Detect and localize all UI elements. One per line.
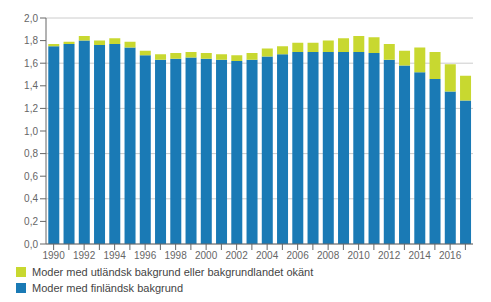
svg-text:2016: 2016 xyxy=(439,250,462,261)
svg-text:0,0: 0,0 xyxy=(24,239,38,250)
svg-text:1,4: 1,4 xyxy=(24,80,38,91)
svg-text:0,2: 0,2 xyxy=(24,216,38,227)
svg-text:2006: 2006 xyxy=(287,250,310,261)
svg-text:2004: 2004 xyxy=(256,250,279,261)
html-text:Moder med finländsk bakgrund: Moder med finländsk bakgrund xyxy=(32,282,183,294)
svg-text:1,2: 1,2 xyxy=(24,103,38,114)
svg-text:2,0: 2,0 xyxy=(24,13,38,24)
svg-text:0,8: 0,8 xyxy=(24,148,38,159)
svg-text:2000: 2000 xyxy=(195,250,218,261)
html-text:Moder med utländsk bakgrund el: Moder med utländsk bakgrund eller bakgru… xyxy=(32,266,314,278)
svg-text:1,0: 1,0 xyxy=(24,126,38,137)
svg-text:1994: 1994 xyxy=(104,250,127,261)
svg-text:1992: 1992 xyxy=(73,250,96,261)
svg-text:1996: 1996 xyxy=(134,250,157,261)
svg-text:2008: 2008 xyxy=(317,250,340,261)
svg-text:0,6: 0,6 xyxy=(24,171,38,182)
svg-text:0,4: 0,4 xyxy=(24,193,38,204)
svg-text:1,8: 1,8 xyxy=(24,35,38,46)
svg-text:1,6: 1,6 xyxy=(24,58,38,69)
svg-text:2010: 2010 xyxy=(348,250,371,261)
svg-text:2012: 2012 xyxy=(378,250,401,261)
svg-text:2002: 2002 xyxy=(226,250,249,261)
svg-text:1990: 1990 xyxy=(43,250,66,261)
svg-text:1998: 1998 xyxy=(165,250,188,261)
svg-text:2014: 2014 xyxy=(409,250,432,261)
